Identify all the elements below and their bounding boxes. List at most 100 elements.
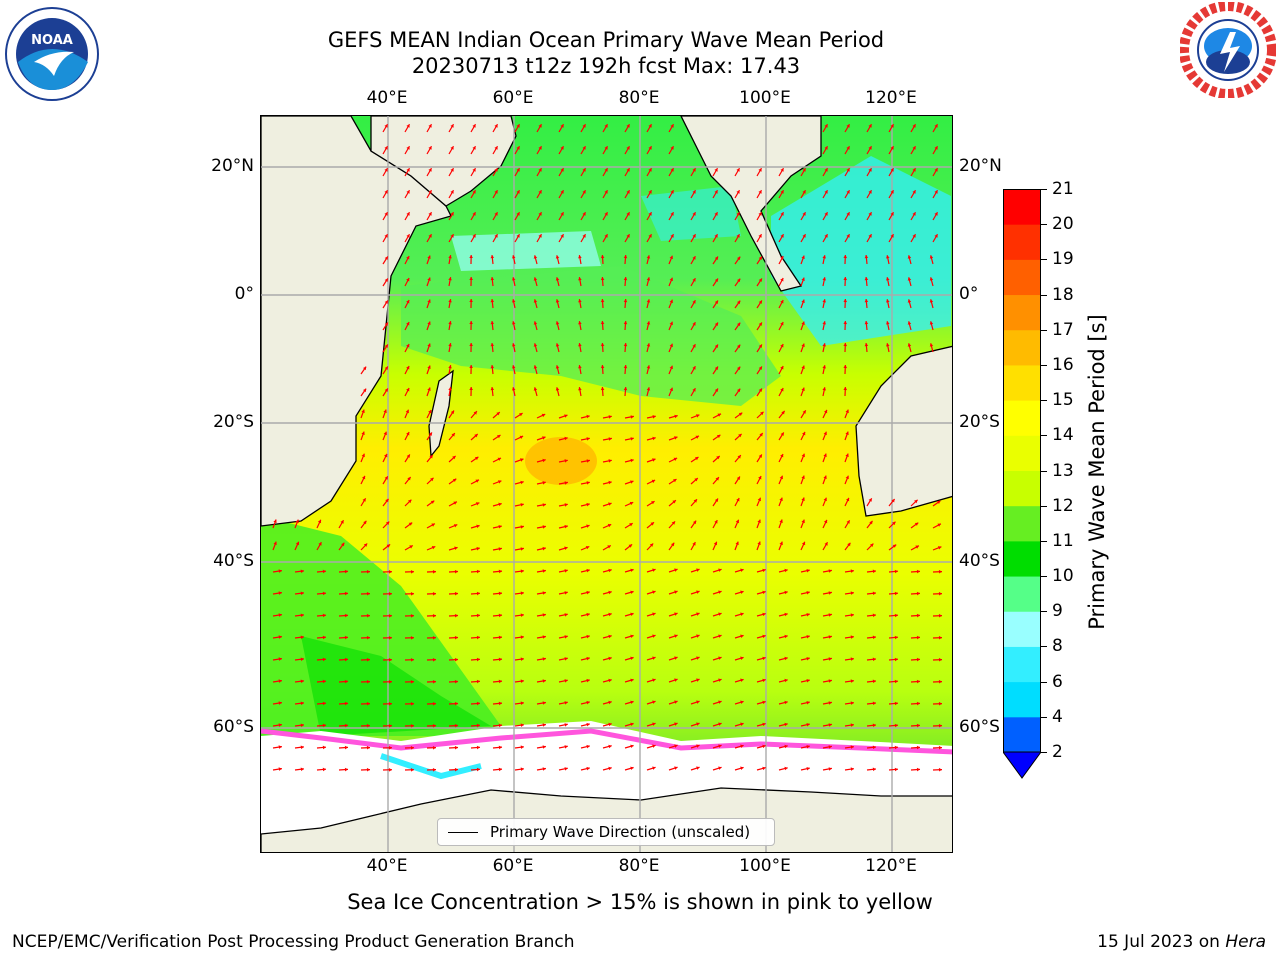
wave-arrow-head [448,365,452,369]
wave-arrow-head [914,499,918,504]
wave-arrow-head [718,722,722,726]
wave-arrow-head [429,455,433,459]
wave-arrow-head [623,321,628,325]
lon-label-top: 80°E [618,88,660,108]
wave-arrow-head [406,388,410,392]
colorbar-border [1003,189,1041,753]
wave-arrow-head [938,723,942,728]
wave-arrow-head [907,277,912,281]
producer-credit: NCEP/EMC/Verification Post Processing Pr… [12,932,575,952]
wave-arrow-head [542,745,546,749]
colorbar-segment [1003,540,1041,577]
wave-arrow-head [693,499,697,503]
wave-arrow-head [300,745,304,750]
wave-arrow-head [410,614,414,618]
wave-arrow-head [890,234,894,238]
wave-arrow-head [850,635,854,639]
wave-arrow-head [758,366,762,370]
wave-arrow-head [555,255,560,259]
wave-arrow-head [542,546,546,551]
wave-arrow-head [608,744,612,749]
wave-arrow-head [828,635,832,639]
wave-arrow-head [384,234,388,238]
wave-arrow-head [801,497,805,501]
wave-arrow-head [623,387,628,391]
wave-arrow-head [740,766,744,770]
wave-arrow-head [806,767,810,771]
wave-arrow-head [737,366,741,371]
wave-arrow-head [938,745,942,750]
wave-arrow-head [494,212,498,216]
wave-arrow-head [646,365,651,369]
wave-arrow-head [322,679,326,684]
wave-arrow-head [538,190,542,194]
wave-arrow-head [758,476,762,480]
wave-arrow-head [758,388,762,392]
wave-arrow-head [432,724,436,728]
wave-arrow-head [406,124,410,128]
wave-arrow-head [738,412,743,416]
wave-arrow-head [512,387,516,391]
wave-arrow-head [736,498,740,502]
colorbar-tick-label: 19 [1052,249,1074,270]
wave-arrow-head [542,723,546,727]
wave-arrow-head [868,124,872,128]
wave-arrow-head [762,634,766,639]
wave-arrow-head [718,590,722,594]
wave-arrow-head [674,436,678,440]
lat-label-left: 40°S [213,551,254,571]
wave-arrow-head [894,657,898,662]
colorbar-tick-label: 2 [1052,742,1063,762]
wave-arrow-head [295,541,300,546]
wave-arrow-head [362,475,366,480]
wave-arrow-head [649,543,654,547]
wave-arrow-head [716,434,721,439]
wave-arrow-head [450,212,454,216]
wave-arrow-head [366,767,370,772]
wave-arrow-head [388,768,392,772]
wave-arrow-head [938,569,942,574]
wave-arrow-head [695,435,699,439]
wave-arrow-head [448,321,452,325]
wave-arrow-head [696,656,700,660]
wave-arrow-head [823,431,827,436]
wave-arrow-head [714,388,718,392]
wave-arrow-head [600,299,605,303]
wave-arrow-head [824,542,828,546]
wave-arrow-head [806,635,810,639]
wave-arrow-head [578,321,582,325]
wave-arrow-head [646,277,651,281]
wave-arrow-head [714,498,718,502]
wave-arrow-head [608,722,612,727]
wave-arrow-head [894,723,898,728]
wave-arrow-head [322,591,326,596]
wave-arrow-head [490,255,495,259]
wave-arrow-head [850,745,854,749]
wave-arrow-head [520,635,524,639]
wave-arrow-head [801,475,805,479]
colorbar-tick-label: 20 [1052,214,1074,235]
wave-arrow-head [824,190,828,194]
wave-arrow-head [512,299,516,303]
wave-arrow-head [846,234,850,238]
wave-arrow-head [934,212,938,216]
wave-arrow-head [894,613,898,618]
wave-arrow-head [406,300,410,304]
wave-arrow-head [648,168,652,172]
wave-arrow-head [630,437,634,441]
wave-arrow-head [714,344,718,348]
wave-arrow-head [651,479,656,484]
wave-arrow-head [533,365,538,369]
wave-arrow-head [494,124,498,128]
wave-arrow-head [564,591,568,595]
wave-arrow-head [762,722,766,727]
wave-arrow-head [758,300,762,304]
wave-arrow-head [934,146,938,150]
wave-arrow-head [564,436,568,441]
wave-arrow-head [650,522,654,526]
wave-arrow-head [912,168,916,172]
wave-arrow-head [626,234,630,238]
wave-arrow-head [760,411,764,416]
colorbar-title: Primary Wave Mean Period [s] [1085,314,1109,630]
wave-arrow-head [780,344,784,348]
